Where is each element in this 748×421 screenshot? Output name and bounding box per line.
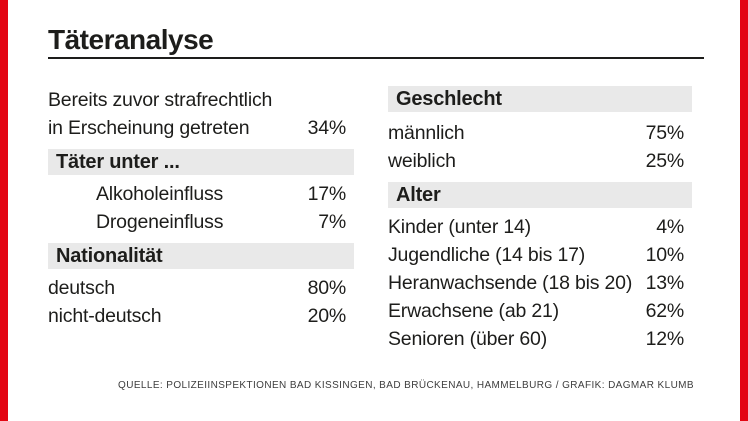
- right-stats-column: Geschlecht männlich 75% weiblich 25% Alt…: [388, 86, 692, 353]
- stat-row-nicht-deutsch: nicht-deutsch 20%: [48, 302, 354, 330]
- section-banner-geschlecht: Geschlecht: [388, 86, 692, 112]
- stat-row-heranwachsende: Heranwachsende (18 bis 20) 13%: [388, 269, 692, 297]
- stat-row-maennlich: männlich 75%: [388, 119, 692, 147]
- intro-stat-row: in Erscheinung getreten 34%: [48, 114, 354, 142]
- stat-value: 13%: [645, 272, 685, 294]
- stat-value: 80%: [307, 277, 347, 299]
- intro-stat-line1: Bereits zuvor strafrechtlich: [48, 89, 273, 111]
- intro-stat-value: 34%: [307, 117, 347, 139]
- stat-row-senioren: Senioren (über 60) 12%: [388, 325, 692, 353]
- stat-row-deutsch: deutsch 80%: [48, 274, 354, 302]
- section-banner-alter: Alter: [388, 182, 692, 208]
- stat-label: Senioren (über 60): [388, 328, 547, 350]
- stat-label: nicht-deutsch: [48, 305, 162, 327]
- left-stats-column: Bereits zuvor strafrechtlich in Erschein…: [48, 86, 354, 330]
- intro-stat-line2: in Erscheinung getreten: [48, 117, 250, 139]
- stat-label: Drogeneinfluss: [96, 211, 224, 233]
- stat-label: Heranwachsende (18 bis 20): [388, 272, 633, 294]
- stat-row-drogeneinfluss: Drogeneinfluss 7%: [48, 208, 354, 236]
- stat-row-kinder: Kinder (unter 14) 4%: [388, 213, 692, 241]
- stat-label: Kinder (unter 14): [388, 216, 531, 238]
- stat-value: 20%: [307, 305, 347, 327]
- stat-label: Jugendliche (14 bis 17): [388, 244, 586, 266]
- stat-row-jugendliche: Jugendliche (14 bis 17) 10%: [388, 241, 692, 269]
- stat-label: Erwachsene (ab 21): [388, 300, 559, 322]
- stat-row-alkoholeinfluss: Alkoholeinfluss 17%: [48, 180, 354, 208]
- stat-value: 62%: [645, 300, 685, 322]
- stat-row-weiblich: weiblich 25%: [388, 147, 692, 175]
- right-red-edge-bar: [740, 0, 748, 421]
- stat-value: 4%: [656, 216, 684, 238]
- left-red-edge-bar: [0, 0, 8, 421]
- section-banner-nationalitaet: Nationalität: [48, 243, 354, 269]
- stat-row-erwachsene: Erwachsene (ab 21) 62%: [388, 297, 692, 325]
- stat-value: 25%: [645, 150, 685, 172]
- stat-label: weiblich: [388, 150, 456, 172]
- stat-value: 17%: [307, 183, 347, 205]
- stat-label: männlich: [388, 122, 465, 144]
- stat-label: deutsch: [48, 277, 115, 299]
- source-credit-line: QUELLE: POLIZEIINSPEKTIONEN BAD KISSINGE…: [118, 380, 694, 391]
- stat-value: 7%: [318, 211, 346, 233]
- title-underline-rule: [48, 57, 704, 59]
- page-title: Täteranalyse: [48, 24, 214, 55]
- stat-label: Alkoholeinfluss: [96, 183, 224, 205]
- stat-value: 75%: [645, 122, 685, 144]
- section-banner-taeter-unter: Täter unter ...: [48, 149, 354, 175]
- stat-value: 10%: [645, 244, 685, 266]
- stat-value: 12%: [645, 328, 685, 350]
